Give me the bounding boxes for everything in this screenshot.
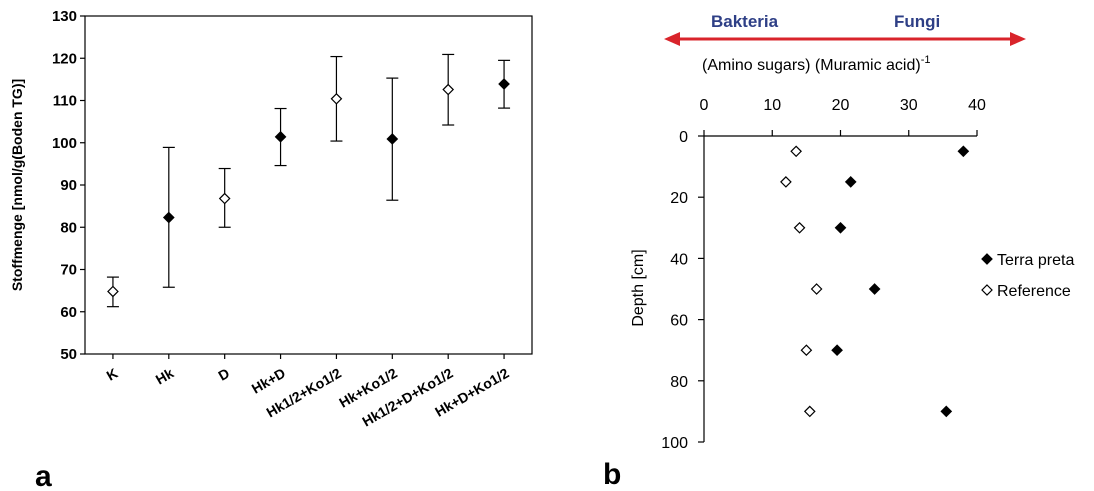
chart-b-y-tick-label: 100 — [661, 435, 688, 452]
legend-label: Terra preta — [997, 252, 1074, 269]
data-point — [498, 78, 510, 90]
chart-b-y-tick-label: 60 — [670, 313, 688, 330]
chart-a-y-tick-label: 80 — [60, 219, 77, 236]
chart-b-points — [780, 145, 970, 418]
data-point — [274, 130, 287, 143]
chart-a-y-tick-label: 110 — [53, 93, 77, 110]
chart-a-y-axis-label: Stoffmenge [nmol/g(Boden TG)] — [9, 79, 25, 291]
legend-marker — [981, 284, 993, 296]
chart-b-y-tick-label: 0 — [679, 129, 688, 146]
legend-label: Reference — [997, 283, 1071, 300]
chart-b-x-ticks: 0 10 20 30 40 — [700, 97, 986, 136]
chart-b-y-tick-label: 20 — [670, 190, 688, 207]
chart-a-y-tick-label: 100 — [52, 135, 77, 152]
data-point-reference — [790, 145, 802, 158]
chart-b-y-tick-label: 80 — [670, 374, 688, 391]
data-point-reference — [810, 283, 823, 295]
chart-a-points — [107, 78, 510, 298]
chart-a-plot-frame — [84, 15, 533, 355]
chart-b-x-axis-title-text: (Amino sugars) (Muramic acid) — [702, 57, 921, 74]
chart-a-y-tick-label: 60 — [60, 304, 77, 321]
chart-b: Bakteria Fungi (Amino sugars) (Muramic a… — [630, 12, 1074, 452]
data-point-reference — [780, 176, 792, 188]
arrow-right-label: Fungi — [894, 12, 940, 31]
data-point — [442, 83, 455, 96]
double-arrow — [664, 32, 1026, 46]
data-point-terra-preta — [868, 283, 881, 295]
chart-b-x-tick-label: 20 — [832, 97, 850, 114]
chart-a-y-tick-label: 70 — [60, 262, 77, 279]
chart-a-category-label: Hk — [153, 365, 177, 388]
chart-a: Stoffmenge [nmol/g(Boden TG)] 50 60 70 80 90… — [9, 8, 533, 430]
data-point-reference — [800, 344, 813, 357]
chart-a-y-tick-label: 120 — [52, 50, 77, 67]
data-point-terra-preta — [957, 145, 970, 158]
chart-b-x-tick-label: 30 — [900, 97, 918, 114]
chart-b-y-tick-label: 40 — [670, 251, 688, 268]
data-point-terra-preta — [834, 221, 847, 234]
chart-b-x-axis-title: (Amino sugars) (Muramic acid)-1 — [702, 54, 931, 74]
chart-a-y-tick-label: 50 — [60, 346, 77, 363]
chart-a-category-labels: K Hk D Hk+DHk1/2+Ko1/2Hk+Ko1/2Hk1/2+D+Ko1/2… — [104, 354, 512, 430]
data-point-terra-preta — [831, 344, 843, 357]
arrow-left-label: Bakteria — [711, 12, 779, 31]
chart-b-x-axis-title-superscript: -1 — [921, 54, 931, 66]
data-point-reference — [793, 221, 806, 234]
chart-a-y-tick-label: 90 — [60, 177, 77, 194]
panel-a-label: a — [35, 460, 52, 491]
chart-a-y-tick-label: 130 — [52, 8, 77, 25]
data-point-terra-preta — [940, 405, 953, 418]
data-point — [218, 192, 231, 205]
data-point — [386, 133, 399, 145]
legend-marker — [981, 253, 993, 265]
chart-a-y-ticks: 50 60 70 80 90 100 110 120 130 — [52, 8, 85, 363]
chart-b-x-tick-label: 10 — [763, 97, 781, 114]
chart-a-category-label: Hk+D — [249, 365, 288, 397]
chart-a-category-label: D — [215, 365, 232, 384]
panel-b-label: b — [603, 458, 621, 491]
chart-b-legend: Terra preta Reference — [981, 252, 1074, 300]
data-point — [162, 211, 175, 224]
chart-b-y-axis-label: Depth [cm] — [630, 249, 647, 326]
data-point-reference — [803, 405, 816, 418]
chart-b-x-tick-label: 40 — [968, 97, 986, 114]
data-point-terra-preta — [844, 176, 857, 188]
chart-a-category-label: K — [104, 365, 121, 384]
data-point — [330, 92, 343, 105]
chart-b-y-ticks: 0 20 40 60 80 100 — [661, 129, 704, 452]
data-point — [107, 285, 119, 298]
chart-b-x-tick-label: 0 — [700, 97, 709, 114]
